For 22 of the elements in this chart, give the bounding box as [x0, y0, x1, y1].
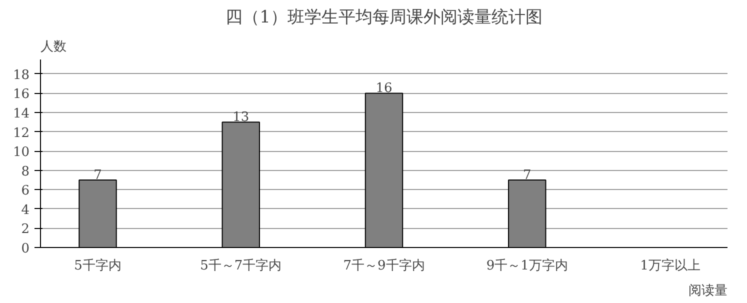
x-tick-label: 5千字内: [74, 258, 122, 274]
data-label: 13: [232, 110, 250, 126]
x-tick-label: 1万字以上: [640, 258, 700, 274]
x-tick-label: 7千～9千字内: [343, 258, 425, 274]
chart-title: 四（1）班学生平均每周课外阅读量统计图: [226, 8, 542, 28]
y-axis-title: 人数: [40, 40, 66, 54]
y-tick-label: 10: [12, 145, 30, 160]
y-tick-label: 8: [21, 164, 30, 180]
y-tick-label: 14: [12, 106, 30, 122]
y-tick-label: 0: [21, 242, 30, 256]
y-tick-label: 6: [21, 184, 30, 199]
data-label: 7: [522, 168, 532, 184]
data-label: 7: [94, 168, 102, 184]
y-tick-label: 2: [21, 222, 30, 238]
y-tick-label: 16: [12, 87, 30, 102]
y-tick-label: 18: [12, 68, 30, 83]
x-tick-label: 5千～7千字内: [200, 258, 282, 274]
y-tick-label: 4: [21, 202, 30, 218]
data-label: 16: [376, 81, 392, 96]
x-tick-label: 9千～1万字内: [486, 258, 568, 274]
y-tick-label: 12: [12, 126, 30, 141]
x-axis-title: 阅读量: [688, 284, 728, 298]
